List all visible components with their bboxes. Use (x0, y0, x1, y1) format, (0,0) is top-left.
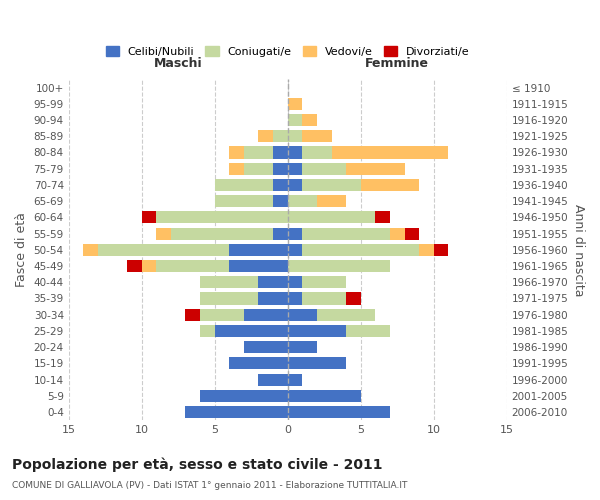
Bar (287, 308, 317, 321)
Bar (361, 179, 419, 191)
Bar (287, 146, 302, 158)
Bar (229, 260, 287, 272)
Bar (259, 130, 273, 142)
Bar (287, 162, 302, 175)
Text: COMUNE DI GALLIAVOLA (PV) - Dati ISTAT 1° gennaio 2011 - Elaborazione TUTTITALIA: COMUNE DI GALLIAVOLA (PV) - Dati ISTAT 1… (12, 481, 407, 490)
Bar (302, 244, 419, 256)
Bar (331, 146, 448, 158)
Bar (434, 244, 448, 256)
Bar (215, 179, 273, 191)
Bar (302, 292, 346, 304)
Bar (244, 341, 287, 353)
Bar (287, 114, 302, 126)
Bar (287, 292, 302, 304)
Bar (302, 114, 317, 126)
Bar (317, 308, 376, 321)
Bar (273, 130, 287, 142)
Bar (273, 195, 287, 207)
Y-axis label: Anni di nascita: Anni di nascita (572, 204, 585, 296)
Bar (229, 162, 244, 175)
Bar (302, 276, 346, 288)
Bar (404, 228, 419, 239)
Bar (376, 212, 390, 224)
Bar (229, 146, 244, 158)
Bar (83, 244, 98, 256)
Y-axis label: Fasce di età: Fasce di età (15, 212, 28, 288)
Bar (156, 212, 287, 224)
Bar (287, 358, 346, 370)
Bar (215, 325, 287, 337)
Bar (302, 162, 346, 175)
Bar (346, 162, 404, 175)
Bar (273, 228, 287, 239)
Bar (287, 406, 390, 418)
Bar (215, 195, 273, 207)
Bar (273, 179, 287, 191)
Bar (259, 374, 287, 386)
Bar (156, 260, 229, 272)
Bar (273, 146, 287, 158)
Legend: Celibi/Nubili, Coniugati/e, Vedovi/e, Divorziati/e: Celibi/Nubili, Coniugati/e, Vedovi/e, Di… (100, 41, 475, 62)
Bar (287, 244, 302, 256)
Bar (244, 146, 273, 158)
Text: Femmine: Femmine (365, 57, 429, 70)
Bar (229, 358, 287, 370)
Bar (142, 260, 156, 272)
Bar (200, 390, 287, 402)
Bar (142, 212, 156, 224)
Bar (273, 162, 287, 175)
Bar (244, 162, 273, 175)
Bar (185, 308, 200, 321)
Bar (346, 292, 361, 304)
Bar (171, 228, 273, 239)
Bar (185, 406, 287, 418)
Bar (200, 276, 259, 288)
Bar (346, 325, 390, 337)
Bar (390, 228, 404, 239)
Bar (287, 179, 302, 191)
Bar (287, 341, 317, 353)
Bar (259, 292, 287, 304)
Bar (156, 228, 171, 239)
Bar (302, 146, 331, 158)
Bar (419, 244, 434, 256)
Bar (302, 179, 361, 191)
Bar (200, 292, 259, 304)
Bar (287, 325, 346, 337)
Bar (229, 244, 287, 256)
Bar (127, 260, 142, 272)
Bar (98, 244, 229, 256)
Text: Maschi: Maschi (154, 57, 202, 70)
Bar (302, 130, 331, 142)
Bar (287, 98, 302, 110)
Bar (287, 374, 302, 386)
Bar (287, 130, 302, 142)
Text: Popolazione per età, sesso e stato civile - 2011: Popolazione per età, sesso e stato civil… (12, 458, 383, 472)
Bar (287, 228, 302, 239)
Bar (317, 195, 346, 207)
Bar (200, 325, 215, 337)
Bar (302, 228, 390, 239)
Bar (287, 195, 317, 207)
Bar (287, 390, 361, 402)
Bar (287, 276, 302, 288)
Bar (200, 308, 244, 321)
Bar (287, 212, 376, 224)
Bar (259, 276, 287, 288)
Bar (244, 308, 287, 321)
Bar (287, 260, 390, 272)
